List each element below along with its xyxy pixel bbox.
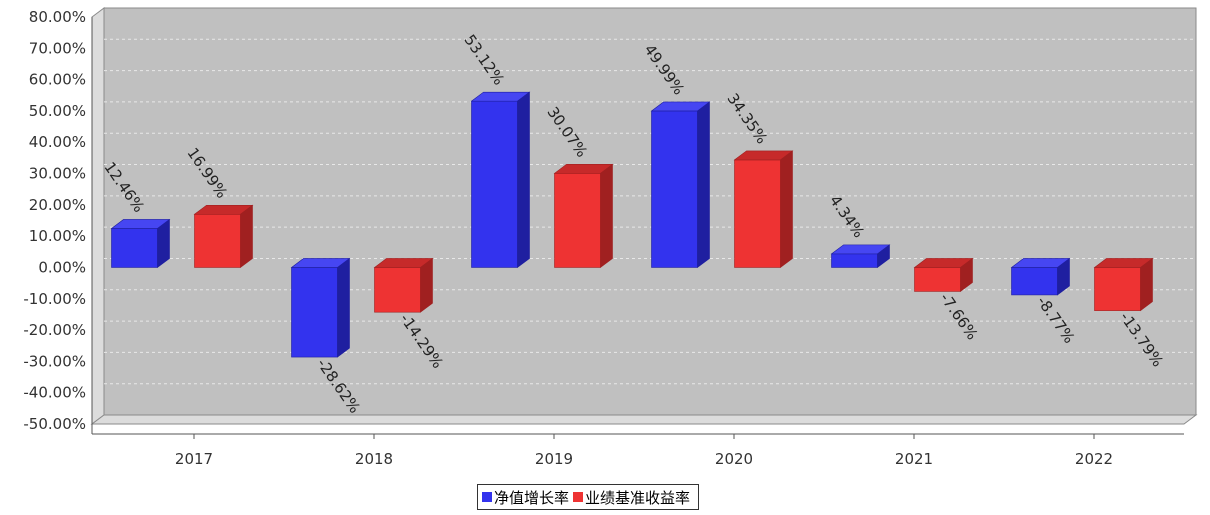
bar-front	[914, 267, 961, 292]
y-tick-label: -40.00%	[23, 384, 86, 402]
y-tick-label: 20.00%	[29, 196, 86, 214]
bar	[830, 244, 891, 269]
bar	[913, 257, 974, 293]
bar	[373, 257, 434, 313]
legend-label-series-1: 净值增长率	[494, 488, 570, 507]
x-tick-label: 2018	[355, 450, 393, 468]
bar	[110, 218, 171, 269]
plot-floor	[90, 414, 1198, 425]
plot-back-wall	[103, 7, 1197, 416]
bar-side	[697, 101, 710, 269]
bar-front	[554, 173, 601, 268]
legend-swatch-series-2	[573, 492, 584, 502]
y-tick-label: 0.00%	[38, 258, 86, 276]
y-tick-label: 50.00%	[29, 102, 86, 120]
x-tick-label: 2019	[535, 450, 573, 468]
y-tick-label: -10.00%	[23, 290, 86, 308]
bar-side	[337, 257, 350, 358]
bar-side	[780, 150, 793, 269]
y-tick-label: 70.00%	[29, 39, 86, 57]
bar-side	[877, 244, 890, 269]
bar	[290, 257, 351, 358]
bar-front	[831, 253, 878, 268]
y-tick-label: -30.00%	[23, 352, 86, 370]
bar	[650, 101, 711, 269]
bar	[193, 204, 254, 269]
legend-label-series-2: 业绩基准收益率	[585, 488, 691, 507]
bar-side	[157, 218, 170, 269]
bar	[470, 91, 531, 269]
legend-item-series-1: 净值增长率	[482, 487, 569, 508]
bar-side	[600, 163, 613, 269]
bar-front	[651, 110, 698, 268]
bar	[1093, 257, 1154, 312]
plot-left-wall	[91, 7, 105, 425]
bar-side	[960, 257, 973, 293]
bar-front	[291, 267, 338, 358]
bar	[733, 150, 794, 269]
bar	[553, 163, 614, 269]
bar-side	[517, 91, 530, 269]
bar-front	[1094, 267, 1141, 311]
x-tick-label: 2017	[175, 450, 213, 468]
bar	[1010, 257, 1071, 296]
bar-side	[1057, 257, 1070, 296]
bar-front	[111, 228, 158, 268]
bar-side	[420, 257, 433, 313]
x-tick-label: 2022	[1075, 450, 1113, 468]
bar-front	[471, 100, 518, 268]
chart-legend: 净值增长率 业绩基准收益率	[477, 484, 700, 510]
bar-front	[734, 159, 781, 268]
x-tick-label: 2021	[895, 450, 933, 468]
bar-front	[1011, 267, 1058, 296]
y-tick-label: -50.00%	[23, 415, 86, 433]
legend-item-series-2: 业绩基准收益率	[573, 487, 690, 508]
bar-side	[240, 204, 253, 269]
y-tick-label: 30.00%	[29, 165, 86, 183]
bar-front	[194, 213, 241, 268]
bar-front	[374, 267, 421, 313]
bar-side	[1140, 257, 1153, 312]
y-tick-label: -20.00%	[23, 321, 86, 339]
y-tick-label: 80.00%	[29, 8, 86, 26]
x-tick-label: 2020	[715, 450, 753, 468]
y-tick-label: 40.00%	[29, 133, 86, 151]
y-tick-label: 60.00%	[29, 71, 86, 89]
legend-swatch-series-1	[482, 492, 492, 502]
y-tick-label: 10.00%	[29, 227, 86, 245]
